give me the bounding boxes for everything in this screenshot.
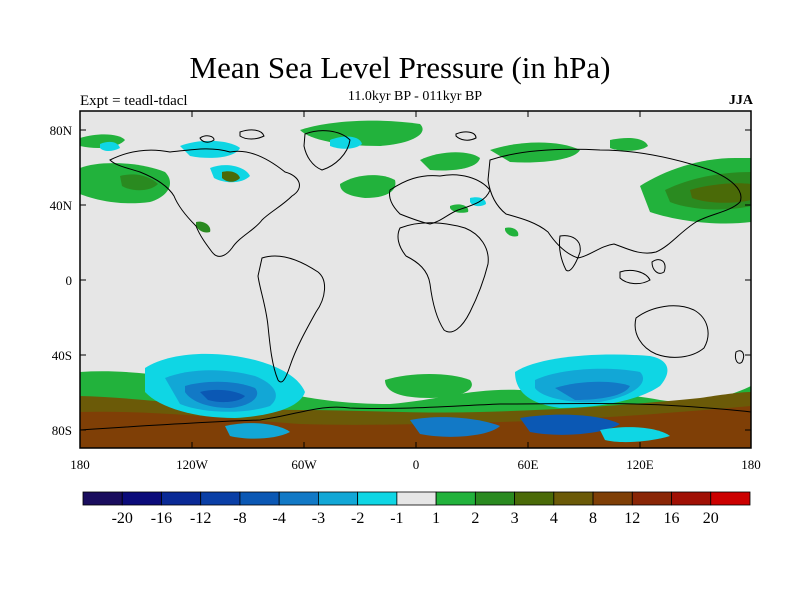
colorbar-swatch — [161, 491, 202, 506]
colorbar-swatch — [592, 491, 633, 506]
colorbar-swatch — [239, 491, 280, 506]
colorbar-tick-label: -2 — [351, 510, 364, 527]
colorbar-swatch — [200, 491, 241, 506]
colorbar-tick-label: 8 — [589, 510, 597, 527]
colorbar-swatch — [671, 491, 712, 506]
map-subtitle: 11.0kyr BP - 011kyr BP — [347, 89, 483, 104]
lat-label-40s: 40S — [52, 348, 72, 363]
colorbar-tick-label: 12 — [624, 510, 640, 527]
colorbar-tick-label: 3 — [511, 510, 519, 527]
colorbar-swatch — [553, 491, 594, 506]
colorbar-tick-label: -16 — [151, 510, 172, 527]
map-title: Mean Sea Level Pressure (in hPa) — [189, 50, 611, 85]
colorbar-tick-label: 20 — [703, 510, 719, 527]
lon-label-180w: 180 — [70, 457, 90, 472]
colorbar-swatch — [318, 491, 359, 506]
experiment-label: Expt = teadl-tdacl — [80, 93, 188, 109]
colorbar-swatch — [710, 491, 751, 506]
lat-label-80s: 80S — [52, 423, 72, 438]
colorbar-tick-label: 2 — [471, 510, 479, 527]
lat-label-40n: 40N — [50, 198, 73, 213]
season-label: JJA — [728, 93, 753, 108]
lat-tick-marks — [80, 129, 751, 431]
pressure-anomaly-field — [80, 120, 751, 448]
colorbar-tick-label: 4 — [550, 510, 558, 527]
lon-label-180e: 180 — [741, 457, 761, 472]
colorbar-tick-label: -12 — [190, 510, 211, 527]
colorbar-swatch — [396, 491, 437, 506]
colorbar-swatch — [278, 491, 319, 506]
colorbar-tick-label: 1 — [432, 510, 440, 527]
colorbar — [82, 491, 751, 506]
colorbar-swatch — [631, 491, 672, 506]
colorbar-labels: -20 -16 -12 -8 -4 -3 -2 -1 1 2 3 4 8 12 16 20 — [112, 510, 719, 527]
lon-label-120e: 120E — [626, 457, 654, 472]
colorbar-swatch — [357, 491, 398, 506]
colorbar-tick-label: 16 — [664, 510, 680, 527]
colorbar-swatch — [121, 491, 162, 506]
colorbar-swatch — [82, 491, 123, 506]
lon-label-0: 0 — [413, 457, 420, 472]
colorbar-swatch — [514, 491, 555, 506]
colorbar-tick-label: -20 — [112, 510, 133, 527]
colorbar-tick-label: -8 — [233, 510, 246, 527]
lat-label-0: 0 — [66, 273, 73, 288]
lon-label-120w: 120W — [176, 457, 209, 472]
coastlines — [80, 129, 751, 431]
lon-tick-marks — [79, 111, 752, 448]
lon-label-60w: 60W — [291, 457, 317, 472]
colorbar-tick-label: -1 — [390, 510, 403, 527]
lat-label-80n: 80N — [50, 123, 73, 138]
colorbar-swatch — [474, 491, 515, 506]
colorbar-tick-label: -4 — [273, 510, 286, 527]
lon-label-60e: 60E — [518, 457, 539, 472]
colorbar-tick-label: -3 — [312, 510, 325, 527]
colorbar-swatch — [435, 491, 476, 506]
